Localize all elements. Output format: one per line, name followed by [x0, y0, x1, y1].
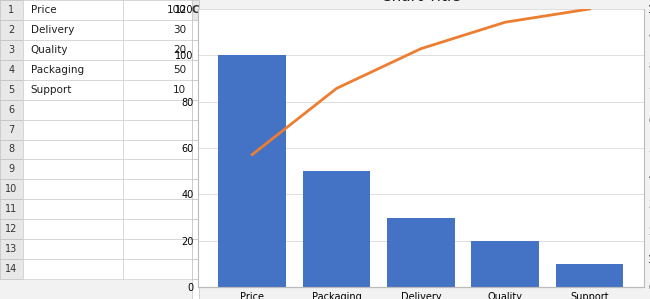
FancyBboxPatch shape — [0, 259, 23, 279]
Title: Chart Title: Chart Title — [381, 0, 461, 4]
Text: 2: 2 — [8, 25, 15, 35]
FancyBboxPatch shape — [0, 60, 23, 80]
FancyBboxPatch shape — [0, 179, 23, 199]
FancyBboxPatch shape — [123, 20, 192, 40]
FancyBboxPatch shape — [0, 80, 23, 100]
FancyBboxPatch shape — [23, 239, 123, 259]
Text: 5: 5 — [8, 85, 15, 95]
FancyBboxPatch shape — [0, 219, 23, 239]
Text: 13: 13 — [5, 244, 18, 254]
FancyBboxPatch shape — [0, 199, 23, 219]
FancyBboxPatch shape — [192, 140, 200, 159]
FancyBboxPatch shape — [123, 0, 192, 20]
FancyBboxPatch shape — [0, 100, 23, 120]
FancyBboxPatch shape — [123, 100, 192, 120]
Text: Quality: Quality — [31, 45, 68, 55]
FancyBboxPatch shape — [123, 140, 192, 159]
Text: 4: 4 — [8, 65, 14, 75]
Text: 20: 20 — [173, 45, 186, 55]
FancyBboxPatch shape — [123, 60, 192, 80]
FancyBboxPatch shape — [123, 179, 192, 199]
FancyBboxPatch shape — [192, 199, 200, 219]
FancyBboxPatch shape — [0, 0, 23, 20]
FancyBboxPatch shape — [123, 199, 192, 219]
FancyBboxPatch shape — [123, 239, 192, 259]
FancyBboxPatch shape — [0, 239, 23, 259]
FancyBboxPatch shape — [23, 179, 123, 199]
Text: 10: 10 — [173, 85, 186, 95]
FancyBboxPatch shape — [23, 219, 123, 239]
FancyBboxPatch shape — [23, 20, 123, 40]
Text: Packaging: Packaging — [31, 65, 84, 75]
FancyBboxPatch shape — [23, 100, 123, 120]
FancyBboxPatch shape — [0, 120, 23, 140]
FancyBboxPatch shape — [23, 199, 123, 219]
FancyBboxPatch shape — [23, 40, 123, 60]
Bar — [556, 264, 623, 287]
FancyBboxPatch shape — [23, 0, 123, 20]
FancyBboxPatch shape — [192, 80, 200, 100]
Bar — [387, 217, 454, 287]
Text: 14: 14 — [5, 264, 18, 274]
Text: 6: 6 — [8, 105, 14, 115]
FancyBboxPatch shape — [123, 40, 192, 60]
Text: 12: 12 — [5, 224, 18, 234]
Bar — [218, 55, 286, 287]
FancyBboxPatch shape — [23, 259, 123, 279]
Text: Delivery: Delivery — [31, 25, 74, 35]
Text: 30: 30 — [173, 25, 186, 35]
Text: 50: 50 — [173, 65, 186, 75]
Text: 8: 8 — [8, 144, 14, 155]
Bar — [471, 241, 539, 287]
FancyBboxPatch shape — [23, 120, 123, 140]
FancyBboxPatch shape — [192, 219, 200, 239]
Text: 11: 11 — [5, 204, 18, 214]
FancyBboxPatch shape — [0, 140, 23, 159]
FancyBboxPatch shape — [0, 20, 23, 40]
Text: 1: 1 — [8, 5, 14, 15]
Text: 3: 3 — [8, 45, 14, 55]
FancyBboxPatch shape — [123, 120, 192, 140]
FancyBboxPatch shape — [23, 80, 123, 100]
FancyBboxPatch shape — [23, 159, 123, 179]
FancyBboxPatch shape — [192, 0, 200, 20]
FancyBboxPatch shape — [192, 279, 200, 299]
Text: 9: 9 — [8, 164, 14, 174]
FancyBboxPatch shape — [123, 159, 192, 179]
Text: Support: Support — [31, 85, 72, 95]
FancyBboxPatch shape — [192, 179, 200, 199]
FancyBboxPatch shape — [123, 259, 192, 279]
FancyBboxPatch shape — [23, 140, 123, 159]
FancyBboxPatch shape — [192, 100, 200, 120]
Text: 10: 10 — [5, 184, 18, 194]
FancyBboxPatch shape — [23, 60, 123, 80]
Text: Price: Price — [31, 5, 57, 15]
FancyBboxPatch shape — [192, 40, 200, 60]
Bar — [303, 171, 370, 287]
FancyBboxPatch shape — [192, 159, 200, 179]
FancyBboxPatch shape — [123, 80, 192, 100]
FancyBboxPatch shape — [192, 60, 200, 80]
Text: 100: 100 — [166, 5, 186, 15]
FancyBboxPatch shape — [0, 159, 23, 179]
FancyBboxPatch shape — [192, 20, 200, 40]
FancyBboxPatch shape — [192, 120, 200, 140]
FancyBboxPatch shape — [0, 40, 23, 60]
FancyBboxPatch shape — [123, 219, 192, 239]
FancyBboxPatch shape — [192, 239, 200, 259]
Text: 7: 7 — [8, 125, 15, 135]
FancyBboxPatch shape — [192, 259, 200, 279]
Text: C: C — [192, 5, 200, 15]
